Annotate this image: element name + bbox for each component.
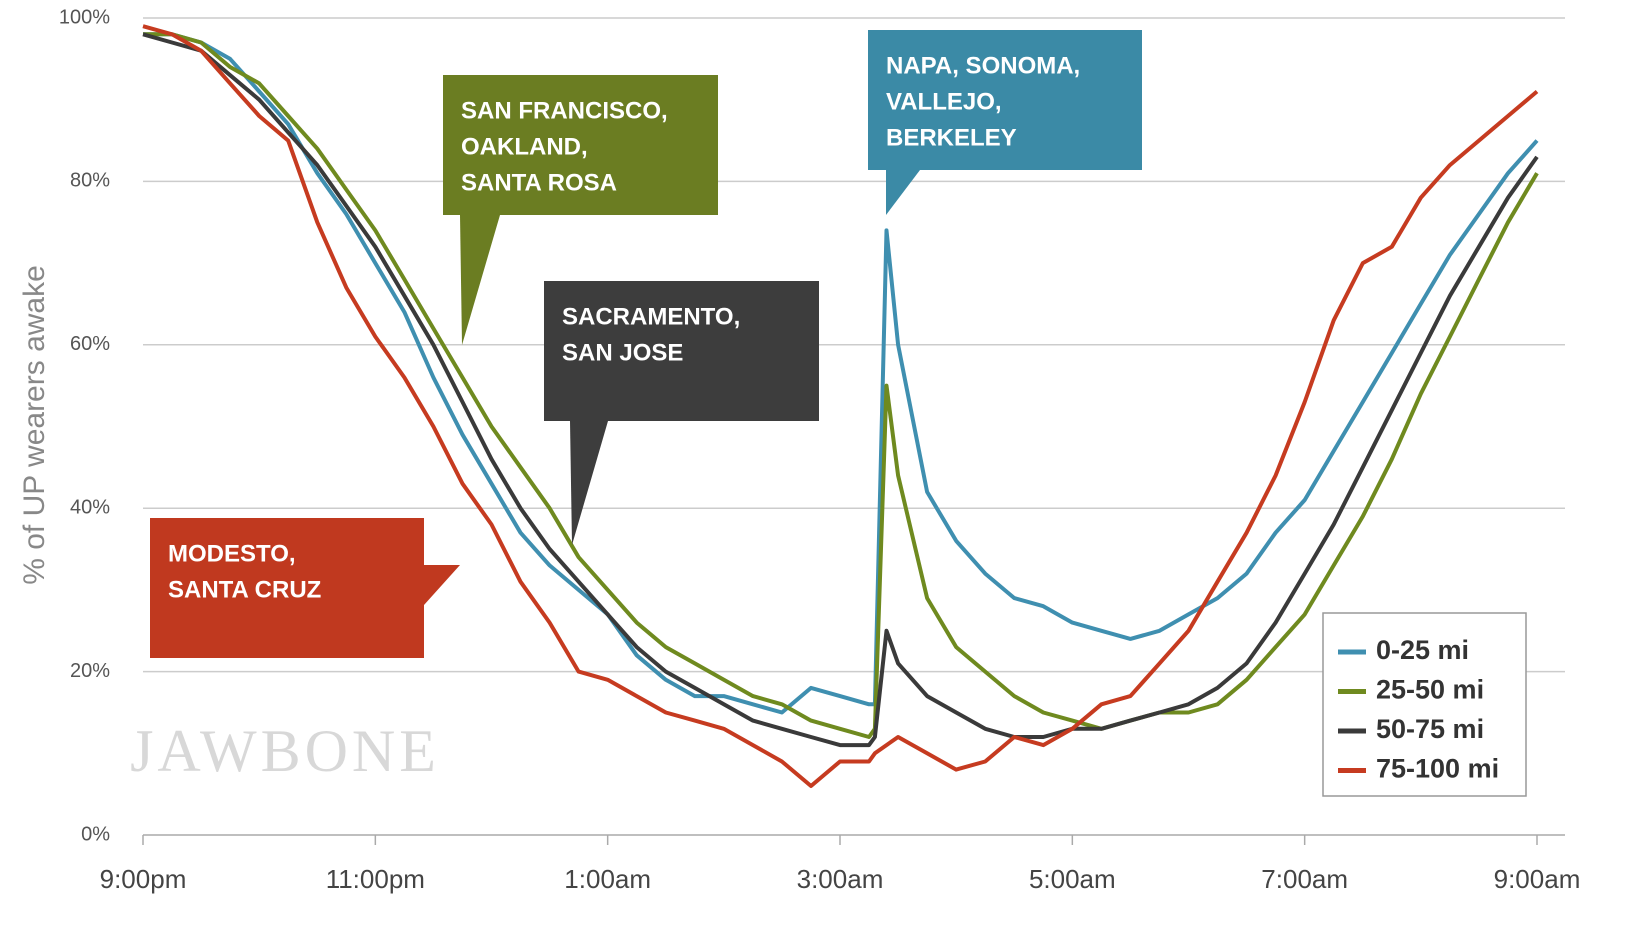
callout-pointer xyxy=(886,170,920,215)
legend-label: 75-100 mi xyxy=(1376,754,1499,784)
callout-pointer xyxy=(460,215,500,345)
y-tick-label: 60% xyxy=(70,333,110,355)
legend-label: 0-25 mi xyxy=(1376,635,1469,665)
y-tick-label: 100% xyxy=(59,6,110,28)
x-tick-label: 9:00pm xyxy=(100,864,187,894)
legend-label: 50-75 mi xyxy=(1376,714,1484,744)
y-tick-label: 80% xyxy=(70,170,110,192)
watermark: JAWBONE xyxy=(130,718,440,784)
x-tick-label: 11:00pm xyxy=(326,864,425,894)
legend-box xyxy=(1322,612,1527,797)
callout-text: SANTA CRUZ xyxy=(168,576,321,603)
callout-text: SAN JOSE xyxy=(562,339,683,366)
series-line xyxy=(143,32,1539,739)
y-axis-label: % of UP wearers awake xyxy=(18,265,51,585)
y-tick-label: 20% xyxy=(70,660,110,682)
callout-pointer xyxy=(424,565,460,605)
callout: SACRAMENTO, SAN JOSE xyxy=(544,281,819,545)
legend-label: 25-50 mi xyxy=(1376,675,1484,705)
callout-text: NAPA, SONOMA, xyxy=(886,52,1080,79)
callout-text: VALLEJO, xyxy=(886,88,1002,115)
series-line xyxy=(142,32,1539,748)
callout-text: SACRAMENTO, xyxy=(562,303,740,330)
series-line xyxy=(142,24,1539,788)
legend: 0-25 mi 25-50 mi 50-75 mi 75-100 mi xyxy=(1322,612,1527,797)
callout-pointer xyxy=(570,421,608,545)
callout-box xyxy=(544,281,819,421)
series-line xyxy=(143,32,1539,715)
callout-text: BERKELEY xyxy=(886,124,1017,151)
callout: NAPA, SONOMA, VALLEJO, BERKELEY xyxy=(868,30,1142,215)
x-tick-label: 1:00am xyxy=(564,864,651,894)
y-tick-label: 40% xyxy=(70,496,110,518)
callout: SAN FRANCISCO, OAKLAND, SANTA ROSA xyxy=(443,75,718,345)
callout-text: OAKLAND, xyxy=(461,133,588,160)
callout: MODESTO, SANTA CRUZ xyxy=(150,518,460,658)
callout-box xyxy=(443,75,718,215)
callout-text: MODESTO, xyxy=(168,540,296,567)
callout-text: SAN FRANCISCO, xyxy=(461,97,668,124)
x-tick-label: 3:00am xyxy=(797,864,884,894)
callout-box xyxy=(150,518,424,658)
x-tick-label: 9:00am xyxy=(1494,864,1581,894)
y-tick-label: 0% xyxy=(81,823,110,845)
callout-box xyxy=(868,30,1142,170)
x-tick-label: 5:00am xyxy=(1029,864,1116,894)
x-tick-label: 7:00am xyxy=(1261,864,1348,894)
callout-text: SANTA ROSA xyxy=(461,169,617,196)
